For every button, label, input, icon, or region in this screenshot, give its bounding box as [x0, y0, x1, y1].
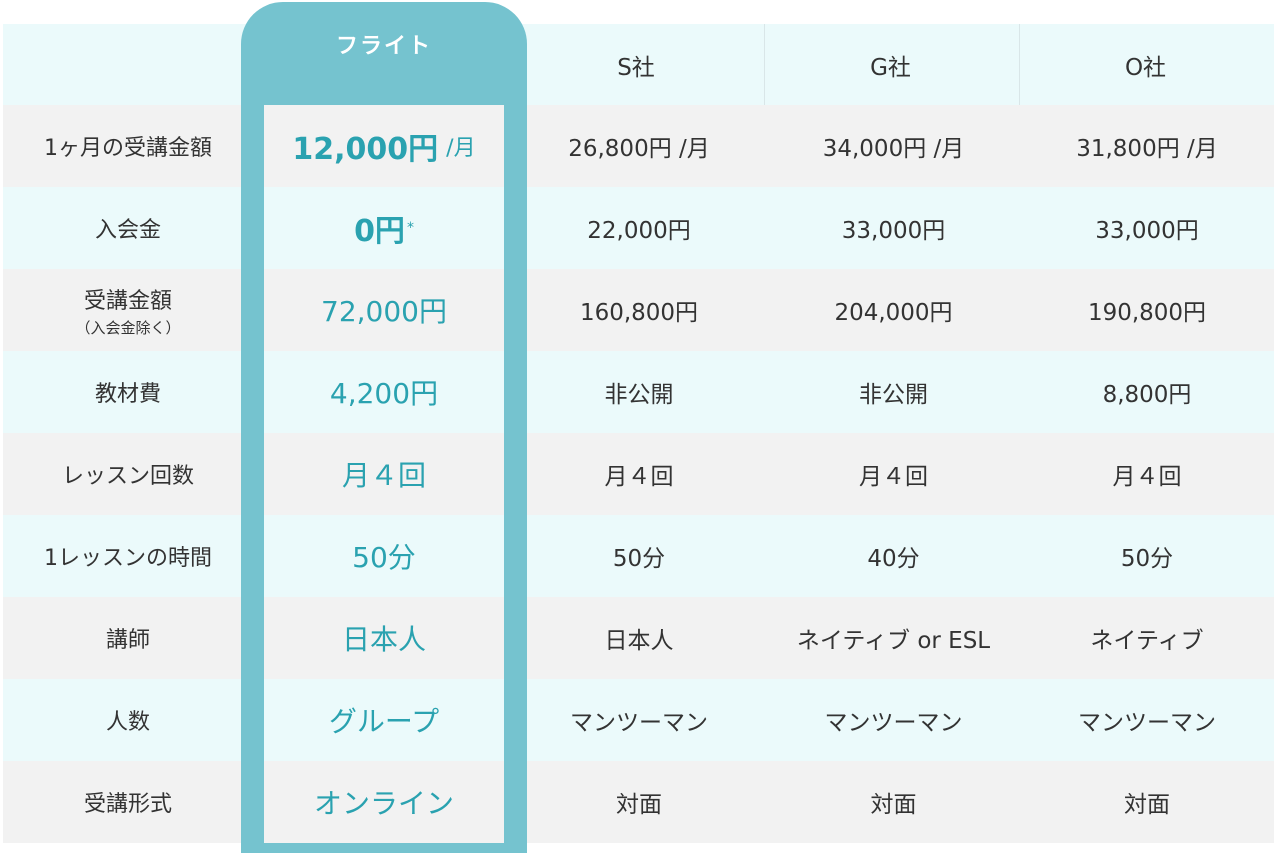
value-s: 非公開 [604, 382, 674, 408]
row-label-text: 講師 [105, 628, 150, 653]
column-header-s: S社 [617, 54, 655, 81]
column-header-g: G社 [870, 54, 911, 81]
value-g: 34,000円 /月 [822, 136, 965, 162]
row-label: 教材費 [3, 351, 253, 433]
featured-value-cell: オンライン [264, 761, 504, 843]
value-g: 40分 [867, 546, 920, 572]
value-g: 月４回 [859, 464, 928, 490]
value-o: ネイティブ [1090, 628, 1204, 654]
value-o: 190,800円 [1087, 300, 1207, 326]
value-s: 50分 [612, 546, 666, 572]
featured-value: 月４回 [341, 459, 426, 492]
value-g: 204,000円 [834, 300, 953, 326]
featured-column: 12,000円 /月 0円 * 72,000円 4,200円 月４回 50分 日本… [264, 105, 504, 843]
featured-value: 50分 [352, 541, 416, 574]
row-label-text: 1ヶ月の受講金額 [44, 136, 212, 161]
table-row: 1ヶ月の受講金額 26,800円 /月 34,000円 /月 31,800円 /… [3, 105, 1274, 187]
featured-value-cell: 12,000円 /月 [264, 105, 504, 187]
table-row: レッスン回数 月４回 月４回 月４回 [3, 433, 1274, 515]
featured-value: 0円 [354, 214, 405, 249]
value-o: 対面 [1124, 792, 1170, 818]
table-row: 人数 マンツーマン マンツーマン マンツーマン [3, 679, 1274, 761]
value-s: 160,800円 [579, 300, 699, 326]
value-o: 月４回 [1112, 464, 1182, 490]
column-header-o: O社 [1124, 54, 1167, 81]
value-g: 対面 [870, 792, 917, 818]
value-g: ネイティブ or ESL [796, 628, 991, 654]
footnote-mark: * [406, 220, 414, 236]
row-label-text: 教材費 [94, 382, 161, 407]
value-g: 非公開 [859, 382, 928, 408]
value-o: マンツーマン [1078, 710, 1216, 736]
header-row [3, 24, 1274, 105]
table-row: 1レッスンの時間 50分 40分 50分 [3, 515, 1274, 597]
row-label: 1ヶ月の受講金額 [3, 105, 253, 187]
value-s: マンツーマン [570, 710, 708, 736]
row-label: 講師 [3, 597, 253, 679]
row-label-text: 1レッスンの時間 [44, 546, 212, 571]
value-g: 33,000円 [841, 218, 946, 244]
featured-value: 72,000円 [321, 295, 447, 328]
table-row: 受講金額 （入会金除く） 160,800円 204,000円 190,800円 [3, 269, 1274, 351]
value-s: 日本人 [604, 628, 674, 654]
value-g: マンツーマン [824, 710, 963, 736]
value-s: 月４回 [604, 464, 674, 490]
featured-value-cell: 月４回 [264, 433, 504, 515]
column-divider [1019, 24, 1020, 105]
featured-value-cell: 4,200円 [264, 351, 504, 433]
row-label-text: 人数 [105, 710, 150, 735]
featured-value-cell: グループ [264, 679, 504, 761]
featured-value: オンライン [313, 787, 454, 820]
value-s: 26,800円 /月 [568, 136, 710, 162]
value-o: 8,800円 [1102, 382, 1192, 408]
value-o: 33,000円 [1095, 218, 1199, 244]
table-row: 講師 日本人 ネイティブ or ESL ネイティブ [3, 597, 1274, 679]
featured-value: 12,000円 [292, 132, 439, 167]
row-label: 受講形式 [3, 761, 253, 843]
row-sublabel-text: （入会金除く） [75, 318, 181, 337]
value-o: 31,800円 /月 [1076, 136, 1218, 162]
row-label: 人数 [3, 679, 253, 761]
row-label: 1レッスンの時間 [3, 515, 253, 597]
featured-value-cell: 72,000円 [264, 269, 504, 351]
featured-column-header: フライト [335, 34, 432, 59]
table-row: 受講形式 対面 対面 対面 [3, 761, 1274, 843]
featured-unit: /月 [446, 136, 476, 161]
featured-value-cell: 50分 [264, 515, 504, 597]
row-label: レッスン回数 [3, 433, 253, 515]
row-label-text: 受講金額 [83, 288, 172, 314]
value-s: 対面 [616, 792, 662, 818]
row-label-text: レッスン回数 [61, 464, 194, 489]
table-row: 入会金 22,000円 33,000円 33,000円 [3, 187, 1274, 269]
featured-value: 日本人 [341, 623, 426, 656]
row-label: 受講金額 （入会金除く） [3, 269, 253, 351]
row-label-text: 受講形式 [83, 792, 172, 817]
featured-value-cell: 日本人 [264, 597, 504, 679]
value-o: 50分 [1120, 546, 1174, 572]
row-label-text: 入会金 [94, 218, 161, 243]
featured-value: グループ [328, 705, 440, 738]
column-divider [764, 24, 765, 105]
row-label: 入会金 [3, 187, 253, 269]
table-row: 教材費 非公開 非公開 8,800円 [3, 351, 1274, 433]
featured-value-cell: 0円 * [264, 187, 504, 269]
featured-value: 4,200円 [329, 377, 439, 410]
value-s: 22,000円 [587, 218, 691, 244]
